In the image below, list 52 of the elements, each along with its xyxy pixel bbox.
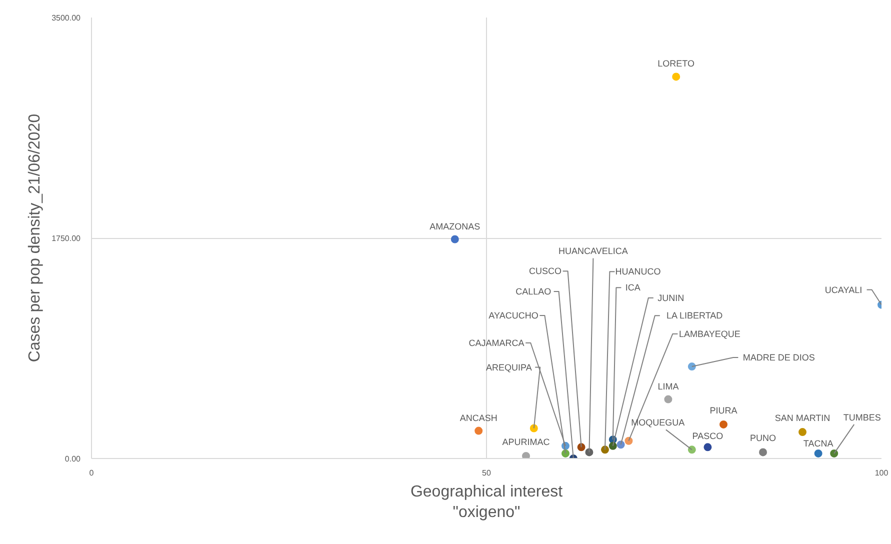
y-axis-title: Cases per pop density_21/06/2020 (26, 114, 44, 362)
text: ICA (625, 282, 640, 293)
text: AYACUCHO (488, 310, 538, 320)
x-axis-title: Geographical interest "oxigeno" (410, 484, 564, 521)
point (450, 235, 459, 244)
point (759, 448, 767, 456)
point (704, 443, 712, 452)
x-tick-label: 50 (482, 468, 492, 478)
point (624, 436, 633, 445)
text: CALLAO (516, 286, 552, 296)
series-label: AMAZONAS (430, 221, 480, 232)
x-tick-label: 0 (89, 468, 94, 478)
point (688, 362, 696, 371)
point (601, 446, 609, 454)
point (672, 72, 680, 81)
text: UCAYALI (824, 284, 862, 295)
point (562, 449, 570, 458)
y-tick-label: 3500.00 (52, 14, 82, 22)
text: TUMBES (843, 412, 881, 422)
point (798, 428, 806, 436)
point (720, 420, 728, 428)
series-label: SAN MARTIN (774, 413, 830, 424)
text: HUANCAVELICA (558, 246, 628, 256)
point (608, 442, 617, 450)
text: AREQUIPA (486, 362, 532, 372)
point (664, 395, 672, 404)
series-label: PIURA (710, 405, 738, 416)
point (530, 424, 538, 432)
text: JUNIN (658, 292, 684, 303)
text: LA LIBERTAD (666, 310, 724, 321)
point (522, 452, 530, 458)
series-label: LORETO (658, 58, 695, 69)
series-label: APURIMAC (502, 436, 550, 447)
series-label: TACNA (803, 438, 834, 448)
text: HUANUCO (615, 266, 661, 277)
series-label: LIMA (658, 381, 679, 392)
series-label: PASCO (692, 431, 724, 442)
series-label: ANCASH (460, 412, 498, 423)
point (688, 446, 696, 454)
point (474, 426, 483, 435)
text: CUSCO (529, 266, 562, 276)
point (830, 449, 838, 458)
point (577, 443, 586, 452)
text: CAJAMARCA (468, 338, 524, 348)
y-tick-label: 0.00 (64, 454, 82, 464)
y-tick-label: 1750.00 (52, 234, 82, 243)
text: LAMBAYEQUE (679, 328, 740, 339)
series-label: PUNO (750, 433, 776, 444)
point (814, 449, 822, 458)
text: MADRE DE DIOS (742, 352, 815, 363)
x-tick-label: 100 (874, 468, 889, 478)
point (585, 448, 594, 456)
